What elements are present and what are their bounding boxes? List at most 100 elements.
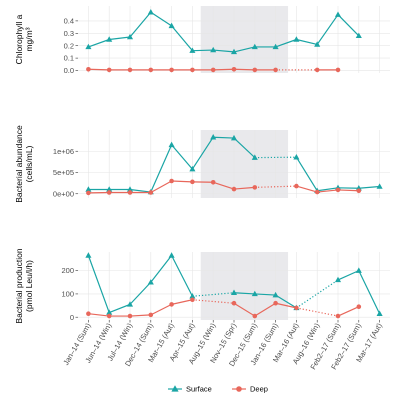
y-axis-label-line: (pmol Leu/l/h) xyxy=(24,260,34,312)
series-deep xyxy=(86,297,362,319)
y-tick-label: 5e+05 xyxy=(53,168,74,177)
deep-point xyxy=(231,300,237,306)
y-axis-label: Bacterial abundance(cells/mL) xyxy=(14,125,34,203)
surface-point xyxy=(168,141,175,148)
surface-point xyxy=(355,267,362,273)
deep-point xyxy=(294,183,299,189)
deep-point xyxy=(106,190,112,195)
shaded-period xyxy=(200,6,289,73)
series-surface xyxy=(85,9,362,55)
panel-2: 0e+00 5e+05 1e+06 Bacterial abundance(cells… xyxy=(14,125,390,203)
deep-point xyxy=(190,179,195,185)
surface-point xyxy=(251,43,258,50)
series-surface xyxy=(85,134,383,195)
deep-point xyxy=(335,187,341,193)
surface-point xyxy=(293,154,300,160)
deep-point xyxy=(210,179,216,185)
deep-point xyxy=(335,313,341,319)
deep-point xyxy=(356,188,362,194)
surface-point xyxy=(314,41,321,47)
panel-3: 0 100 200 Bacterial production(pmol Leu/l/h… xyxy=(14,248,390,324)
deep-point xyxy=(314,67,320,73)
series-deep-line xyxy=(88,299,193,317)
series-deep-line xyxy=(233,302,297,317)
panels: 0.0 0.1 0.2 0.3 0.4 Chlorophyll amg/m³ 0e+00 5e… xyxy=(14,6,390,324)
y-axis-label-line: mg/m³ xyxy=(24,27,34,51)
deep-point xyxy=(231,186,237,192)
deep-point xyxy=(86,311,91,317)
deep-point xyxy=(127,313,133,319)
deep-point xyxy=(252,313,258,319)
deep-point xyxy=(86,66,91,72)
y-tick-label: 200 xyxy=(61,266,74,275)
surface-point xyxy=(334,276,342,283)
y-axis-label: Chlorophyll amg/m³ xyxy=(14,14,34,64)
series-surface-line xyxy=(88,11,360,53)
surface-point xyxy=(251,290,258,297)
x-axis: Jan–14 (Sum)Jun–14 (Win)Jul–14 (Win)Dec–… xyxy=(61,320,384,371)
legend-item-surface: Surface xyxy=(168,385,212,394)
surface-point xyxy=(293,36,300,42)
deep-point xyxy=(231,66,237,72)
surface-point xyxy=(147,279,154,285)
surface-point xyxy=(106,36,113,42)
surface-point xyxy=(355,32,362,39)
series-surface-line-dotted xyxy=(296,279,339,309)
deep-point xyxy=(169,302,174,307)
surface-point xyxy=(230,134,238,141)
deep-point xyxy=(169,67,174,73)
surface-point xyxy=(106,186,113,192)
y-axis-label-line: Bacterial production xyxy=(14,248,24,323)
surface-point xyxy=(272,43,279,50)
surface-point xyxy=(126,186,134,192)
deep-point xyxy=(356,304,362,310)
deep-point xyxy=(273,67,278,73)
deep-point xyxy=(169,178,174,184)
y-tick-label: 0.3 xyxy=(64,29,74,38)
surface-point xyxy=(376,183,383,189)
deep-point xyxy=(106,67,112,73)
series-deep xyxy=(86,178,362,196)
legend-label: Surface xyxy=(186,385,212,394)
y-axis-label: Bacterial production(pmol Leu/l/h) xyxy=(14,248,34,323)
y-tick-label: 0.1 xyxy=(64,54,74,63)
surface-point xyxy=(230,48,238,55)
series-deep-line xyxy=(337,306,360,317)
surface-point xyxy=(272,291,279,298)
y-tick-label: 0.0 xyxy=(64,66,74,75)
series-deep-line-dotted xyxy=(192,299,235,304)
series-surface-line xyxy=(233,292,297,309)
surface-point xyxy=(251,154,258,160)
surface-point xyxy=(230,289,238,295)
deep-point xyxy=(106,313,112,319)
legend-triangle-icon xyxy=(171,385,179,392)
deep-point xyxy=(335,67,341,73)
surface-point xyxy=(126,33,134,40)
surface-point xyxy=(189,47,196,53)
deep-point xyxy=(252,67,258,73)
deep-point xyxy=(148,190,154,195)
series-surface-line xyxy=(87,254,193,314)
y-tick-label: 1e+06 xyxy=(53,147,74,156)
surface-point xyxy=(376,310,383,316)
y-tick-label: 100 xyxy=(61,290,74,299)
surface-point xyxy=(147,9,154,15)
y-tick-label: 0 xyxy=(70,313,74,322)
surface-point xyxy=(85,252,92,258)
y-axis-label-line: Chlorophyll a xyxy=(14,14,24,64)
surface-point xyxy=(168,22,175,29)
series-deep xyxy=(86,66,341,73)
legend-item-deep: Deep xyxy=(232,385,268,394)
deep-point xyxy=(190,297,195,303)
series-surface-line-dotted xyxy=(192,292,235,297)
y-axis-label-line: Bacterial abundance xyxy=(14,125,24,203)
y-axis-label-line: (cells/mL) xyxy=(24,145,34,182)
deep-point xyxy=(252,185,258,190)
surface-point xyxy=(168,252,175,258)
series-deep-line xyxy=(296,185,359,193)
surface-point xyxy=(334,11,342,17)
surface-point xyxy=(210,46,217,53)
series-deep-line-dotted xyxy=(254,185,297,188)
deep-point xyxy=(148,312,154,318)
